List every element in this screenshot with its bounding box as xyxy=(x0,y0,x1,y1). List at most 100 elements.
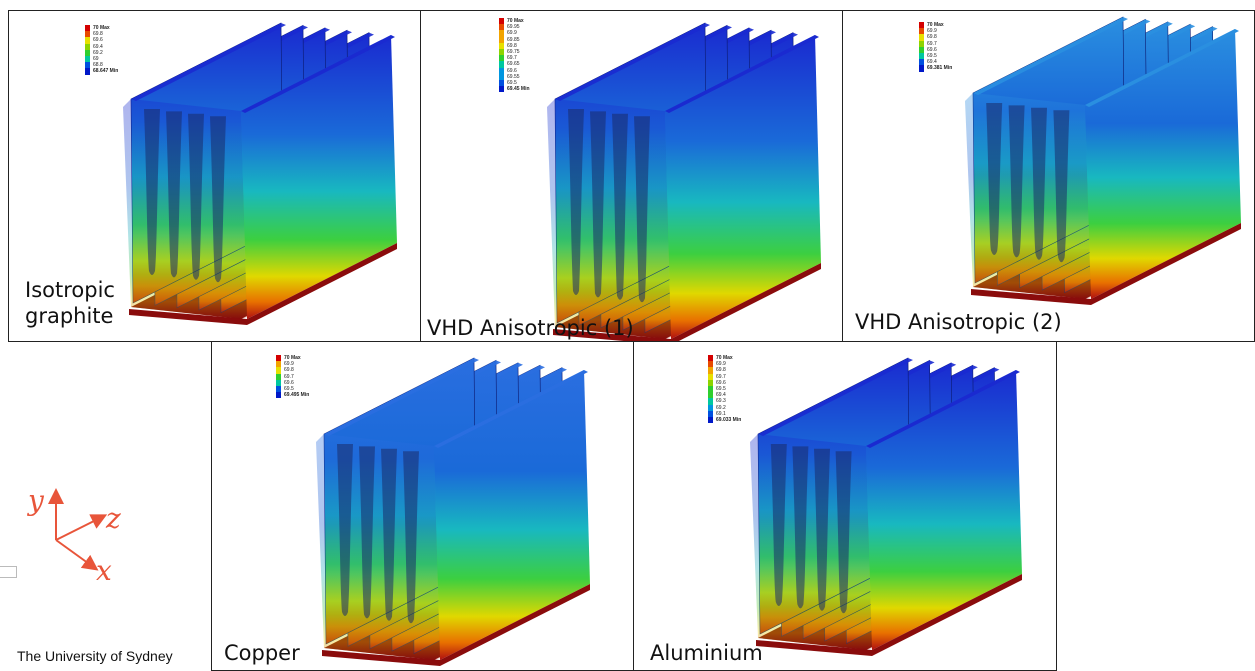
legend-value: 69.1 xyxy=(716,410,726,417)
legend-swatch xyxy=(85,62,90,69)
legend-swatch xyxy=(919,28,924,35)
legend-value: 69.5 xyxy=(716,385,726,392)
legend-entry: 69.7 xyxy=(708,373,741,380)
legend-swatch xyxy=(85,49,90,56)
legend-entry: 69.4 xyxy=(919,59,952,66)
legend-swatch xyxy=(276,367,281,374)
legend-entry: 70 Max xyxy=(919,22,952,29)
panel-vhd2: 70 Max 69.9 69.8 69.7 69.6 69.5 69.4 69.381 Min… xyxy=(842,10,1255,342)
legend-entry: 69.2 xyxy=(85,49,118,56)
legend-swatch xyxy=(919,65,924,72)
legend-value: 69.2 xyxy=(716,404,726,411)
legend-value: 69.4 xyxy=(927,59,937,66)
heatsink-side-face xyxy=(866,370,1022,650)
legend-value: 69.45 Min xyxy=(507,86,530,93)
legend-vhd2: 70 Max 69.9 69.8 69.7 69.6 69.5 69.4 69.381 Min xyxy=(919,22,952,72)
legend-swatch xyxy=(708,392,713,399)
legend-value: 69.5 xyxy=(284,385,294,392)
legend-value: 69.55 xyxy=(507,73,520,80)
legend-value: 69.8 xyxy=(93,31,103,38)
legend-entry: 69.6 xyxy=(499,67,530,74)
legend-swatch xyxy=(499,30,504,37)
legend-entry: 69.8 xyxy=(708,367,741,374)
legend-entry: 69.6 xyxy=(276,379,309,386)
legend-entry: 69.9 xyxy=(499,30,530,37)
legend-swatch xyxy=(499,24,504,31)
legend-entry: 68.647 Min xyxy=(85,68,118,75)
legend-value: 69.85 xyxy=(507,36,520,43)
legend-value: 69.6 xyxy=(507,67,517,74)
legend-swatch xyxy=(919,59,924,66)
legend-swatch xyxy=(276,379,281,386)
legend-swatch xyxy=(499,61,504,68)
legend-entry: 69.381 Min xyxy=(919,65,952,72)
legend-vhd1: 70 Max 69.95 69.9 69.85 69.8 69.75 69.7 69.65 69… xyxy=(499,18,530,93)
legend-entry: 69.6 xyxy=(85,37,118,44)
legend-entry: 69.1 xyxy=(708,410,741,417)
legend-swatch xyxy=(499,67,504,74)
legend-value: 69.8 xyxy=(507,42,517,49)
panel-isotropic: 70 Max 69.8 69.6 69.4 69.2 69 68.8 68.647 Min I… xyxy=(8,10,422,342)
x-axis-arrow xyxy=(55,539,99,571)
heatsink-front-face xyxy=(547,99,671,339)
legend-value: 69.7 xyxy=(716,373,726,380)
legend-value: 70 Max xyxy=(507,18,524,24)
legend-swatch xyxy=(708,379,713,386)
heatsink-copper xyxy=(316,357,590,666)
legend-swatch xyxy=(708,398,713,405)
legend-entry: 69.75 xyxy=(499,48,530,56)
legend-value: 70 Max xyxy=(716,355,733,361)
legend-swatch xyxy=(708,385,713,393)
legend-swatch xyxy=(85,31,90,38)
legend-swatch xyxy=(276,361,281,368)
legend-swatch xyxy=(919,22,924,29)
legend-entry: 69.95 xyxy=(499,24,530,31)
heatsink-side-face xyxy=(241,35,397,319)
legend-swatch xyxy=(499,79,504,87)
legend-value: 69.495 Min xyxy=(284,392,310,399)
legend-swatch xyxy=(85,25,90,32)
footer-university: The University of Sydney xyxy=(17,648,173,664)
legend-swatch xyxy=(708,373,713,380)
legend-entry: 69.3 xyxy=(708,398,741,405)
legend-value: 69.5 xyxy=(927,52,937,59)
legend-swatch xyxy=(499,36,504,43)
legend-entry: 69.033 Min xyxy=(708,416,742,424)
legend-swatch xyxy=(919,34,924,41)
legend-swatch xyxy=(499,48,504,56)
legend-value: 69.9 xyxy=(927,28,937,35)
legend-value: 69.033 Min xyxy=(716,416,742,423)
legend-swatch xyxy=(499,18,504,25)
heatsink-side-face xyxy=(665,35,821,339)
legend-entry: 69.7 xyxy=(276,373,309,380)
legend-swatch xyxy=(919,52,924,60)
legend-entry: 69.8 xyxy=(919,34,952,41)
legend-entry: 69.5 xyxy=(708,385,741,393)
legend-swatch xyxy=(499,55,504,62)
panel-vhd1: 70 Max 69.95 69.9 69.85 69.8 69.75 69.7 69.65 69… xyxy=(420,10,844,342)
legend-swatch xyxy=(276,373,281,380)
legend-value: 69.75 xyxy=(507,48,520,55)
legend-entry: 69.8 xyxy=(499,42,530,49)
legend-aluminium: 70 Max 69.9 69.8 69.7 69.6 69.5 69.4 69.3 69.2 69… xyxy=(708,355,742,424)
y-axis-label: y xyxy=(26,484,45,517)
heatsink-front-face xyxy=(750,434,872,650)
legend-value: 69 xyxy=(93,55,99,62)
label-copper: Copper xyxy=(224,641,300,665)
legend-value: 69.8 xyxy=(716,367,726,374)
legend-swatch xyxy=(708,367,713,374)
legend-entry: 69.4 xyxy=(708,392,741,399)
legend-entry: 70 Max xyxy=(499,18,530,25)
label-isotropic: Isotropic graphite xyxy=(25,278,115,328)
legend-entry: 69.6 xyxy=(708,379,741,386)
legend-swatch xyxy=(708,416,713,424)
legend-entry: 69.45 Min xyxy=(499,86,530,93)
legend-copper: 70 Max 69.9 69.8 69.7 69.6 69.5 69.495 Min xyxy=(276,355,310,399)
x-axis-label: x xyxy=(96,554,112,587)
heatsink-front-face xyxy=(316,434,440,660)
legend-entry: 69.9 xyxy=(276,361,309,368)
legend-swatch xyxy=(708,410,713,417)
legend-value: 69.9 xyxy=(284,361,294,368)
legend-entry: 69.5 xyxy=(919,52,952,60)
legend-entry: 69.65 xyxy=(499,61,530,68)
